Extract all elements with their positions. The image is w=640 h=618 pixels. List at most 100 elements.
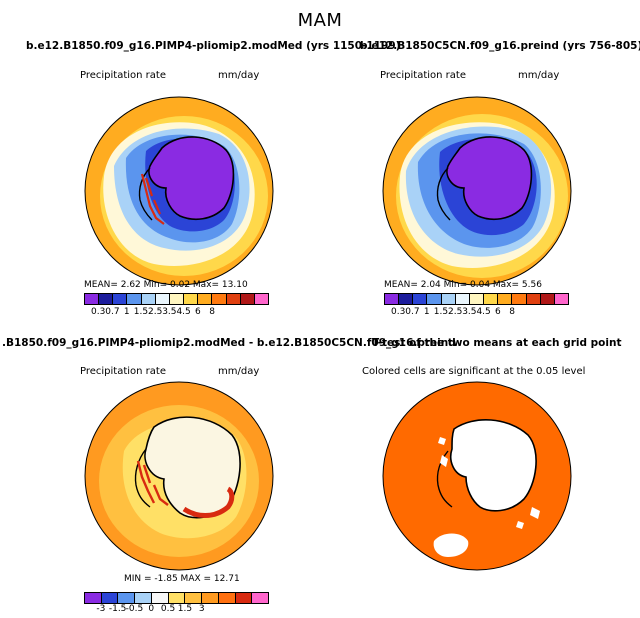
colorbar-tick-label: 1.5 [433,307,449,317]
subtitle-bottom-right: Colored cells are significant at the 0.0… [362,366,586,377]
colorbar-swatches [84,293,269,305]
polar-map-bottom-right [382,381,572,571]
colorbar-tick-label: 2.5 [447,307,463,317]
map-border [84,381,274,571]
map-border [382,96,572,286]
colorbar-tick-label: 1 [423,307,430,317]
colorbar-top-left: 0.3 0.7 1 1.5 2.5 3.5 4.5 6 8 [84,293,269,317]
map-border [382,381,572,571]
colorbar-swatch [113,294,128,304]
colorbar-swatch [184,294,199,304]
colorbar-top-right: 0.3 0.7 1 1.5 2.5 3.5 4.5 6 8 [384,293,569,317]
colorbar-swatch [554,294,569,304]
figure-title: MAM [297,10,343,31]
non-significant-patch-south [433,533,469,557]
non-significant-patch-peninsula [438,437,448,467]
panel-title-bottom-left: .B1850.f09_g16.PIMP4-pliomip2.modMed - b… [2,337,456,349]
colorbar-swatch [240,294,255,304]
colorbar-bottom-left: -3 -1.5 -0.5 0 0.5 1.5 3 [84,592,269,614]
colorbar-swatch [101,593,119,603]
colorbar-swatch [202,593,219,603]
colorbar-swatch [99,294,114,304]
colorbar-swatch [135,593,152,603]
colorbar-tick-label: 6 [494,307,501,317]
coastal-positive-diff [182,486,235,518]
colorbar-tick-label: -1.5 [108,604,127,614]
colorbar-tick-label: 3.5 [162,307,177,317]
colorbar-swatch [155,294,170,304]
colorbar-tick-label: 4.5 [176,307,191,317]
panel-title-bottom-right: T-test of the two means at each grid poi… [372,337,622,349]
colorbar-swatch [455,294,470,304]
colorbar-swatch [512,294,527,304]
polar-map-top-right [382,96,572,286]
colorbar-swatch [399,294,414,304]
colorbar-swatches [84,592,269,604]
colorbar-tick-label: 0.5 [160,604,176,614]
colorbar-swatch [498,294,513,304]
panel-title-top-right: b.e12.B1850C5CN.f09_g16.preind (yrs 756-… [360,40,640,52]
colorbar-tick-label: 0.3 [91,307,106,317]
colorbar-swatches [384,293,569,305]
map-border [84,96,274,286]
colorbar-tick-label: 2.5 [147,307,163,317]
colorbar-swatch [469,294,485,304]
colorbar-swatch [168,593,186,603]
antarctic-peninsula [138,167,153,221]
colorbar-tick-label: 0.3 [391,307,406,317]
colorbar-tick-label: 6 [194,307,201,317]
units-label-top-left: mm/day [218,70,260,81]
colorbar-tick-label: -0.5 [125,604,144,614]
colorbar-swatch [169,294,185,304]
colorbar-swatch [252,593,269,603]
colorbar-swatch [226,294,241,304]
colorbar-swatch [141,294,156,304]
colorbar-tick-label: 1.5 [133,307,149,317]
colorbar-swatch [385,294,400,304]
colorbar-swatch [413,294,428,304]
colorbar-swatch [185,593,203,603]
peninsula-positive-diff [136,460,169,506]
antarctic-peninsula [436,167,451,221]
non-significant-patch-east [516,507,540,529]
colorbar-tick-label: 1 [123,307,130,317]
colorbar-tick-label: 8 [509,307,515,317]
colorbar-swatch [127,294,142,304]
colorbar-swatch [85,294,100,304]
colorbar-tick-label: 8 [209,307,215,317]
non-significant-region [450,419,537,512]
colorbar-tick-label: 4.5 [476,307,491,317]
stats-top-left: MEAN= 2.62 Min= 0.02 Max= 13.10 [84,280,248,290]
polar-map-bottom-left [84,381,274,571]
units-label-top-right: mm/day [518,70,560,81]
stats-bottom-left: MIN = -1.85 MAX = 12.71 [124,574,240,584]
colorbar-swatch [118,593,136,603]
colorbar-swatch [151,593,169,603]
antarctic-peninsula [134,448,151,508]
polar-map-top-left [84,96,274,286]
colorbar-tick-label: 3.5 [462,307,477,317]
colorbar-swatch [540,294,555,304]
variable-label-top-right: Precipitation rate [380,70,466,81]
units-label-bottom-left: mm/day [218,366,260,377]
colorbar-swatch [212,294,227,304]
peninsula-high-precip [140,173,165,225]
colorbar-tick-label: 3 [198,604,205,614]
colorbar-swatch [85,593,102,603]
colorbar-swatch [254,294,269,304]
colorbar-tick-label: 0 [148,604,155,614]
colorbar-tick-label: 0.7 [405,307,420,317]
panel-title-top-left: b.e12.B1850.f09_g16.PIMP4-pliomip2.modMe… [26,40,401,52]
colorbar-tick-label: -3 [96,604,106,614]
antarctica-landmass [148,136,235,221]
colorbar-swatch [198,294,213,304]
variable-label-bottom-left: Precipitation rate [80,366,166,377]
colorbar-swatch [235,593,253,603]
colorbar-tick-label: 1.5 [177,604,193,614]
colorbar-swatch [218,593,236,603]
antarctica-landmass [446,136,533,221]
colorbar-swatch [484,294,499,304]
variable-label-top-left: Precipitation rate [80,70,166,81]
stats-top-right: MEAN= 2.04 Min= 0.04 Max= 5.56 [384,280,542,290]
colorbar-swatch [427,294,442,304]
